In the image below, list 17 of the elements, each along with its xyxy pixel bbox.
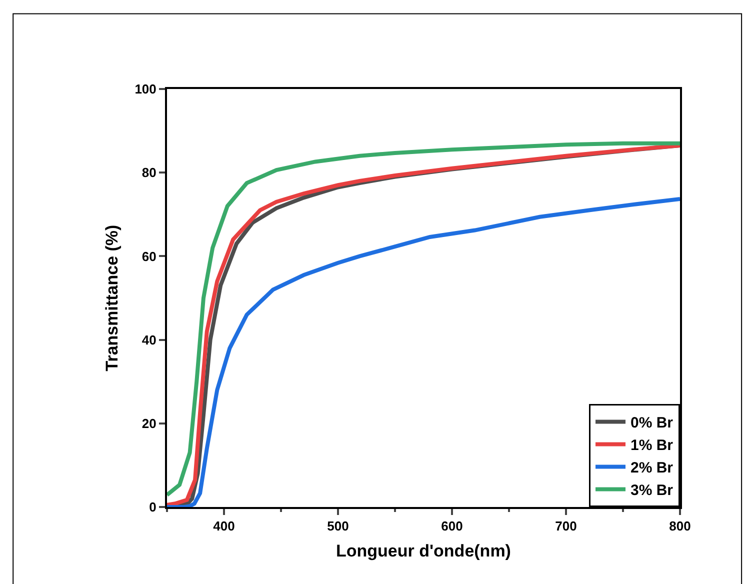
legend-label: 3% Br xyxy=(630,482,674,500)
legend-label: 2% Br xyxy=(630,460,674,477)
y-axis-title: Transmittance (%) xyxy=(102,224,122,372)
legend-label: 0% Br xyxy=(630,414,674,432)
y-tick-label: 80 xyxy=(142,165,156,180)
x-tick-label: 600 xyxy=(441,518,463,534)
y-tick-label: 20 xyxy=(142,416,156,431)
x-tick-label: 500 xyxy=(327,518,349,534)
y-tick-label: 40 xyxy=(142,332,156,348)
x-tick-label: 700 xyxy=(555,518,577,534)
x-axis-title: Longueur d'onde(nm) xyxy=(336,542,511,560)
legend-label: 1% Br xyxy=(630,437,674,454)
y-tick-label: 0 xyxy=(149,500,156,515)
y-tick-label: 100 xyxy=(134,82,156,97)
x-tick-label: 800 xyxy=(669,518,691,534)
y-tick-label: 60 xyxy=(142,248,156,264)
x-tick-label: 400 xyxy=(213,518,235,534)
